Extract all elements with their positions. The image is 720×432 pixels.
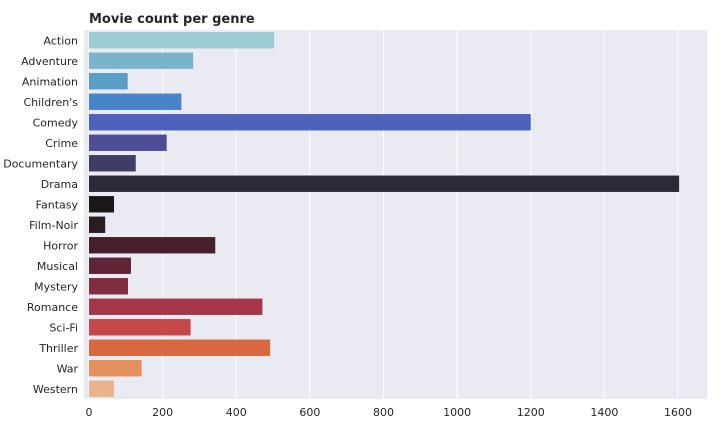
y-tick-label: Horror [43, 239, 78, 252]
bar-romance [89, 298, 263, 315]
bar-action [89, 32, 275, 49]
y-tick-labels: Action Adventure Animation Children's Comedy… [3, 34, 78, 396]
bars [89, 32, 680, 397]
x-tick-label: 600 [299, 406, 320, 419]
bar-sci-fi [89, 319, 191, 336]
y-tick-label: Drama [41, 178, 78, 191]
x-tick-label: 1600 [664, 406, 692, 419]
y-tick-label: Crime [45, 137, 78, 150]
bar-adventure [89, 52, 194, 69]
bar-horror [89, 237, 216, 254]
y-tick-label: Musical [37, 260, 78, 273]
y-tick-label: Romance [27, 301, 78, 314]
x-tick-label: 1000 [443, 406, 471, 419]
x-tick-label: 1400 [590, 406, 618, 419]
y-tick-label: Children's [23, 96, 78, 109]
x-tick-label: 0 [86, 406, 93, 419]
x-tick-label: 200 [152, 406, 173, 419]
x-tick-label: 1200 [517, 406, 545, 419]
x-tick-labels: 0 200 400 600 800 1000 1200 1400 1600 [86, 406, 693, 419]
bar-crime [89, 134, 167, 151]
y-tick-label: Adventure [21, 55, 78, 68]
bar-western [89, 380, 115, 397]
y-tick-label: Thriller [38, 342, 78, 355]
bar-musical [89, 257, 131, 274]
bar-mystery [89, 278, 129, 295]
bar-documentary [89, 155, 136, 172]
bar-children-s [89, 93, 182, 110]
x-tick-label: 800 [373, 406, 394, 419]
bar-drama [89, 175, 680, 192]
y-tick-label: Documentary [3, 157, 78, 170]
gridlines [88, 30, 679, 399]
y-tick-label: Film-Noir [29, 219, 78, 232]
bar-comedy [89, 114, 531, 131]
plot-area [84, 30, 707, 399]
y-tick-label: Animation [22, 75, 78, 88]
y-tick-label: Sci-Fi [49, 321, 78, 334]
bar-war [89, 360, 142, 377]
bar-animation [89, 73, 128, 90]
y-tick-label: Fantasy [36, 198, 79, 211]
bar-fantasy [89, 196, 115, 213]
y-tick-label: Mystery [34, 280, 78, 293]
x-tick-label: 400 [226, 406, 247, 419]
y-tick-label: Action [44, 34, 78, 47]
bar-thriller [89, 339, 271, 356]
y-tick-label: Western [33, 383, 78, 396]
bar-film-noir [89, 216, 106, 233]
y-tick-label: War [57, 362, 79, 375]
chart-title: Movie count per genre [89, 12, 255, 27]
y-tick-label: Comedy [33, 116, 79, 129]
